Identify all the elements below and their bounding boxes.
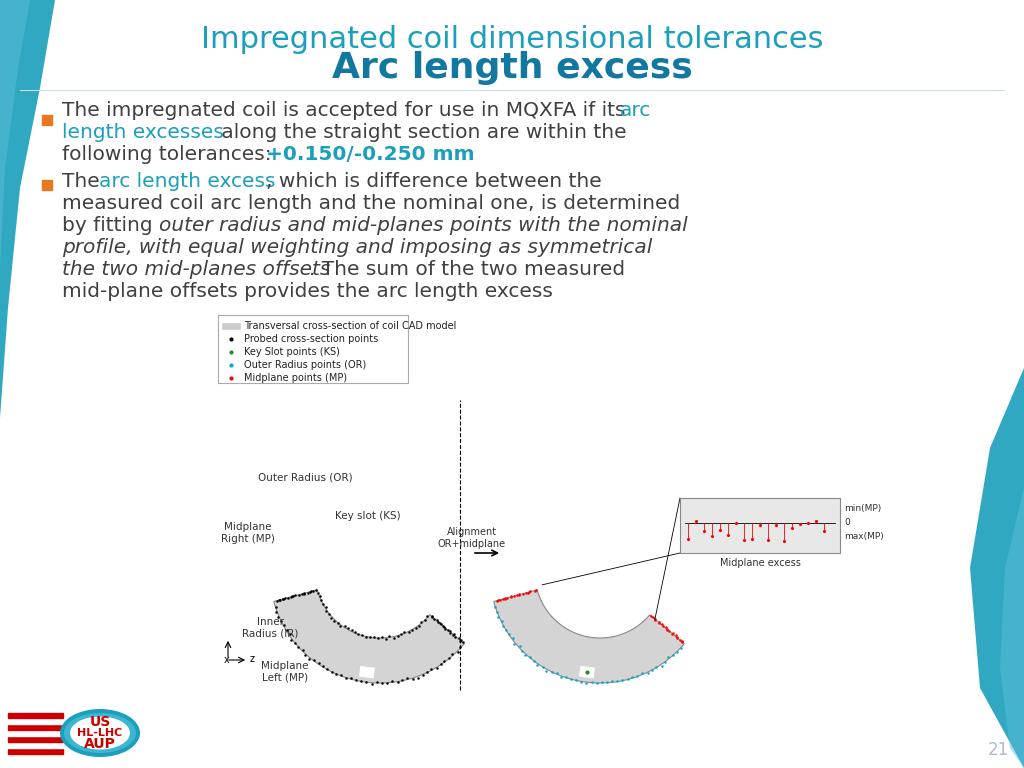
Text: 0: 0 (844, 518, 850, 528)
Text: . The sum of the two measured: . The sum of the two measured (309, 260, 625, 279)
Text: HL-LHC: HL-LHC (78, 728, 123, 738)
Text: Arc length excess: Arc length excess (332, 51, 692, 85)
Bar (680, 498, 840, 553)
Ellipse shape (70, 717, 130, 750)
Text: The impregnated coil is accepted for use in MQXFA if its: The impregnated coil is accepted for use… (62, 101, 632, 120)
PathPatch shape (0, 0, 55, 418)
Text: 21: 21 (987, 741, 1009, 759)
Bar (8, 724, 63, 730)
Text: the two mid-planes offsets: the two mid-planes offsets (62, 260, 331, 279)
Text: Impregnated coil dimensional tolerances: Impregnated coil dimensional tolerances (201, 25, 823, 55)
Text: outer radius and mid-planes points with the nominal: outer radius and mid-planes points with … (159, 216, 688, 235)
PathPatch shape (1000, 488, 1024, 768)
Text: Midplane excess: Midplane excess (720, 558, 801, 568)
Text: The: The (62, 172, 106, 191)
Bar (8, 737, 63, 742)
Text: Alignment
OR+midplane: Alignment OR+midplane (438, 527, 506, 549)
Text: min(MP): min(MP) (844, 505, 882, 513)
Bar (218, 315, 408, 383)
Text: , which is difference between the: , which is difference between the (266, 172, 602, 191)
Text: Midplane points (MP): Midplane points (MP) (244, 373, 347, 383)
PathPatch shape (0, 0, 30, 268)
Text: US: US (89, 715, 111, 729)
Text: Key slot (KS): Key slot (KS) (335, 511, 400, 521)
Polygon shape (273, 590, 464, 683)
Text: Inner
Radius (IR): Inner Radius (IR) (242, 617, 298, 639)
Text: Outer Radius (OR): Outer Radius (OR) (258, 473, 352, 483)
Text: by fitting: by fitting (62, 216, 159, 235)
Bar (8, 719, 63, 724)
Text: z: z (250, 654, 255, 664)
Text: +0.150/-0.250 mm: +0.150/-0.250 mm (266, 145, 475, 164)
Text: Midplane
Right (MP): Midplane Right (MP) (221, 522, 274, 544)
Text: Key Slot points (KS): Key Slot points (KS) (244, 347, 340, 357)
PathPatch shape (970, 368, 1024, 768)
Ellipse shape (63, 713, 136, 753)
Bar (8, 713, 63, 718)
Bar (42, 115, 52, 125)
Bar (8, 749, 63, 754)
Text: along the straight section are within the: along the straight section are within th… (215, 123, 627, 142)
Polygon shape (494, 590, 684, 683)
Bar (8, 730, 63, 736)
Bar (8, 743, 63, 748)
Bar (42, 180, 52, 190)
Text: Transversal cross-section of coil CAD model: Transversal cross-section of coil CAD mo… (244, 321, 457, 331)
Bar (222, 323, 240, 329)
Text: length excesses: length excesses (62, 123, 224, 142)
Bar (580, 667, 595, 678)
Text: max(MP): max(MP) (844, 532, 884, 541)
Bar (359, 667, 375, 678)
Text: arc: arc (620, 101, 651, 120)
Text: Midplane
Left (MP): Midplane Left (MP) (261, 661, 309, 683)
Ellipse shape (60, 709, 140, 757)
Text: following tolerances:: following tolerances: (62, 145, 278, 164)
Text: arc length excess: arc length excess (99, 172, 275, 191)
Text: mid-plane offsets provides the arc length excess: mid-plane offsets provides the arc lengt… (62, 282, 553, 301)
Text: profile, with equal weighting and imposing as symmetrical: profile, with equal weighting and imposi… (62, 238, 652, 257)
Text: AUP: AUP (84, 737, 116, 751)
Text: Outer Radius points (OR): Outer Radius points (OR) (244, 360, 367, 370)
Text: x: x (224, 655, 229, 665)
Text: Probed cross-section points: Probed cross-section points (244, 334, 378, 344)
Text: measured coil arc length and the nominal one, is determined: measured coil arc length and the nominal… (62, 194, 680, 213)
